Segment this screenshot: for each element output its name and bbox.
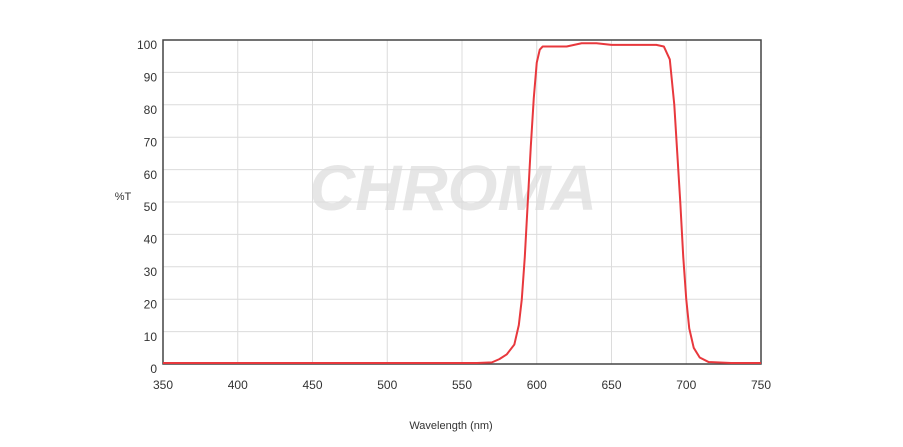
watermark: CHROMA: [309, 152, 597, 224]
y-tick-label: 0: [150, 362, 157, 376]
x-tick-label: 450: [302, 378, 322, 392]
x-tick-label: 650: [601, 378, 621, 392]
y-tick-label: 20: [144, 297, 158, 311]
y-tick-label: 50: [144, 200, 158, 214]
x-tick-label: 700: [676, 378, 696, 392]
x-tick-label: 400: [228, 378, 248, 392]
y-tick-label: 10: [144, 330, 158, 344]
data-line: [163, 42, 761, 365]
y-tick-label: 100: [137, 38, 157, 52]
x-tick-label: 500: [377, 378, 397, 392]
x-tick-label: 550: [452, 378, 472, 392]
y-tick-label: 30: [144, 265, 158, 279]
x-tick-label: 600: [527, 378, 547, 392]
y-tick-label: 80: [144, 103, 158, 117]
x-tick-label: 750: [751, 378, 771, 392]
y-tick-label: 60: [144, 168, 158, 182]
x-tick-label: 350: [153, 378, 173, 392]
x-axis-label: Wavelength (nm): [409, 420, 492, 432]
y-tick-label: 90: [144, 71, 158, 85]
y-tick-label: 70: [144, 135, 158, 149]
y-tick-label: 40: [144, 233, 158, 247]
y-axis-label: %T: [115, 191, 132, 203]
